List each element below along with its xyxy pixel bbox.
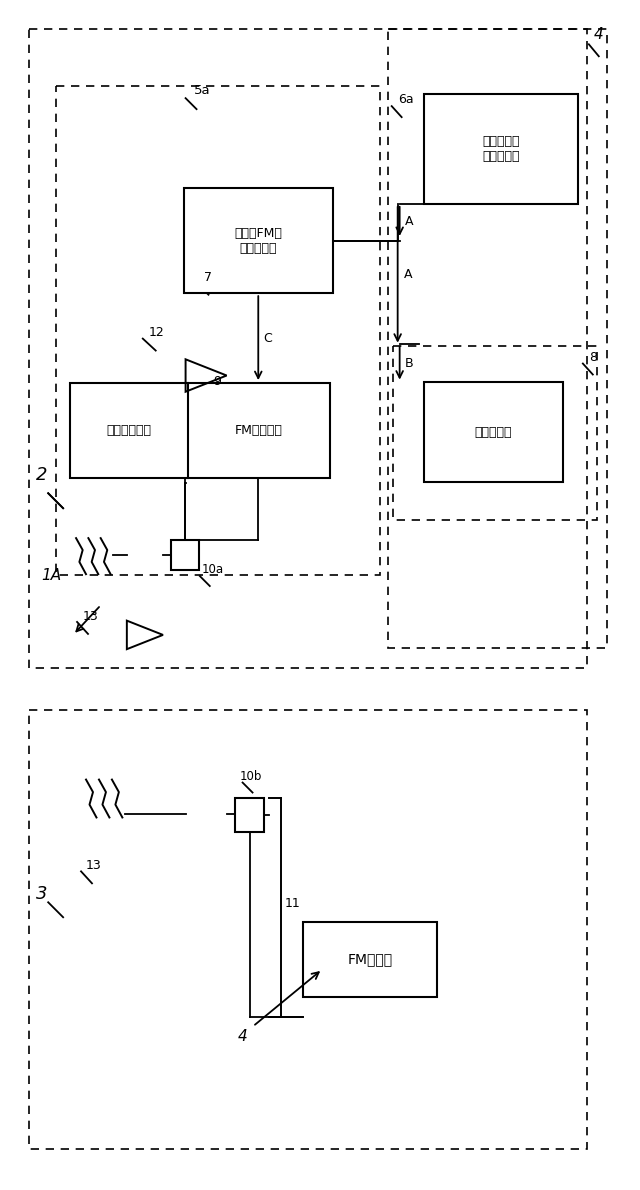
Polygon shape	[424, 382, 563, 482]
Polygon shape	[186, 383, 330, 477]
Polygon shape	[424, 94, 579, 203]
Text: 6a: 6a	[397, 93, 413, 106]
Text: 周波数設定部: 周波数設定部	[106, 424, 151, 437]
Text: 4: 4	[238, 1029, 248, 1045]
Text: A: A	[404, 215, 413, 227]
Text: C: C	[263, 332, 272, 345]
Text: 第１の音声
発生操作部: 第１の音声 発生操作部	[483, 134, 520, 163]
Text: 11: 11	[284, 897, 300, 910]
Polygon shape	[184, 188, 333, 293]
Text: 13: 13	[83, 610, 99, 622]
Text: 音声発生部: 音声発生部	[474, 426, 512, 439]
Text: 1A: 1A	[41, 568, 61, 583]
Polygon shape	[303, 922, 437, 996]
Text: FM波生成部: FM波生成部	[234, 424, 282, 437]
Text: 2: 2	[36, 466, 48, 484]
Text: 5a: 5a	[193, 84, 210, 98]
Text: 12: 12	[148, 326, 164, 339]
Text: 3: 3	[36, 885, 48, 903]
Text: 7: 7	[204, 271, 211, 283]
Text: 10b: 10b	[239, 770, 262, 783]
Text: 9: 9	[214, 376, 221, 388]
Text: 13: 13	[86, 859, 102, 872]
Text: 音声・FM波
出力切替部: 音声・FM波 出力切替部	[234, 227, 282, 255]
Polygon shape	[171, 540, 199, 570]
Polygon shape	[235, 797, 264, 833]
Text: 10a: 10a	[202, 563, 224, 576]
Text: 4: 4	[594, 27, 604, 43]
Polygon shape	[70, 383, 188, 477]
Text: 8: 8	[589, 351, 597, 364]
Text: A: A	[404, 268, 412, 281]
Text: B: B	[404, 357, 413, 370]
Text: FMラジオ: FMラジオ	[348, 952, 392, 966]
